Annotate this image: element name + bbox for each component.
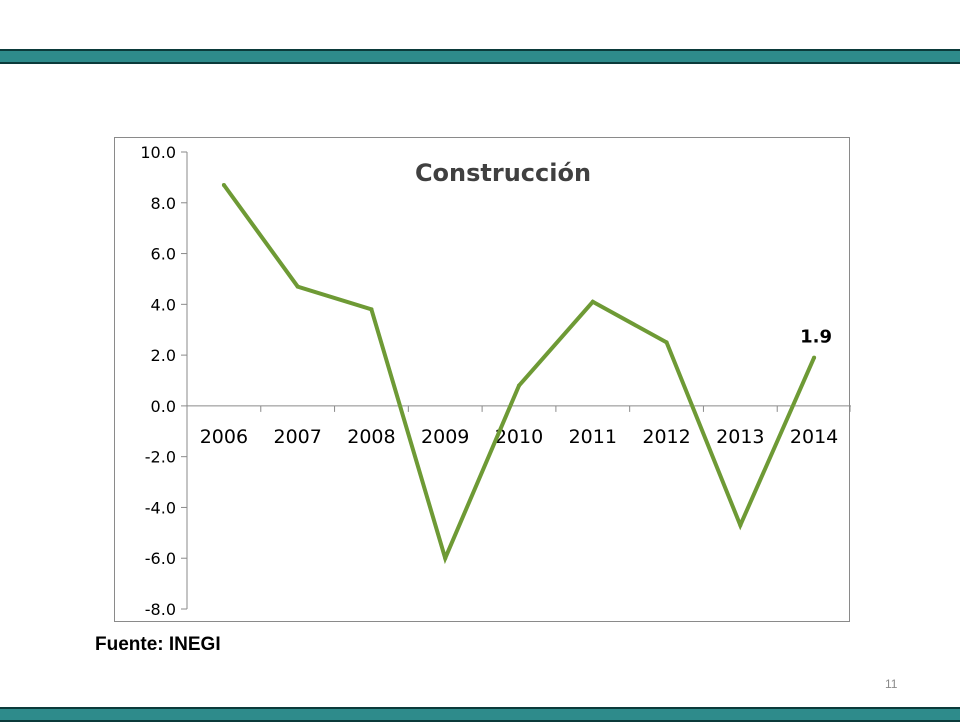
x-tick-label: 2011: [569, 426, 617, 448]
series-line: [222, 183, 816, 565]
data-point: [443, 556, 448, 561]
source-note: Fuente: INEGI: [95, 634, 221, 655]
chart-title: Construcción: [415, 159, 591, 187]
data-point: [590, 299, 595, 304]
chart-frame: Construcción 10.0 8.0 6.0 4.0 2.0 0.0 -2.0 -4.0…: [114, 137, 851, 622]
data-point: [664, 340, 669, 345]
x-tick-label: 2009: [421, 426, 469, 448]
y-tick-label: -8.0: [145, 600, 176, 619]
top-band: [0, 49, 960, 64]
x-tick-label: 2013: [716, 426, 764, 448]
data-point: [517, 383, 521, 388]
y-tick-label: 8.0: [151, 194, 176, 213]
x-tick-label: 2008: [347, 426, 395, 448]
data-point: [369, 307, 374, 312]
y-tick-label: 4.0: [151, 295, 176, 314]
data-point: [221, 183, 226, 188]
y-tick-label: -4.0: [145, 498, 176, 517]
y-tick-label: 2.0: [151, 346, 176, 365]
x-tick-label: 2014: [790, 426, 838, 448]
y-tick-label: -2.0: [145, 448, 176, 467]
x-tick-label: 2012: [642, 426, 690, 448]
x-tick-label: 2006: [200, 426, 248, 448]
data-point: [812, 355, 817, 360]
data-point: [295, 284, 300, 289]
x-tick-label: 2010: [495, 426, 543, 448]
y-tick-label: 10.0: [140, 143, 176, 162]
x-tick-label: 2007: [273, 426, 321, 448]
y-tick-label: 6.0: [151, 245, 176, 264]
y-tick-label: -6.0: [145, 549, 176, 568]
line-chart: Construcción 10.0 8.0 6.0 4.0 2.0 0.0 -2.0 -4.0…: [140, 143, 851, 619]
data-label: 1.9: [800, 327, 832, 348]
page-number: 11: [885, 677, 898, 691]
data-point: [738, 523, 743, 528]
y-tick-label: 0.0: [151, 397, 176, 416]
